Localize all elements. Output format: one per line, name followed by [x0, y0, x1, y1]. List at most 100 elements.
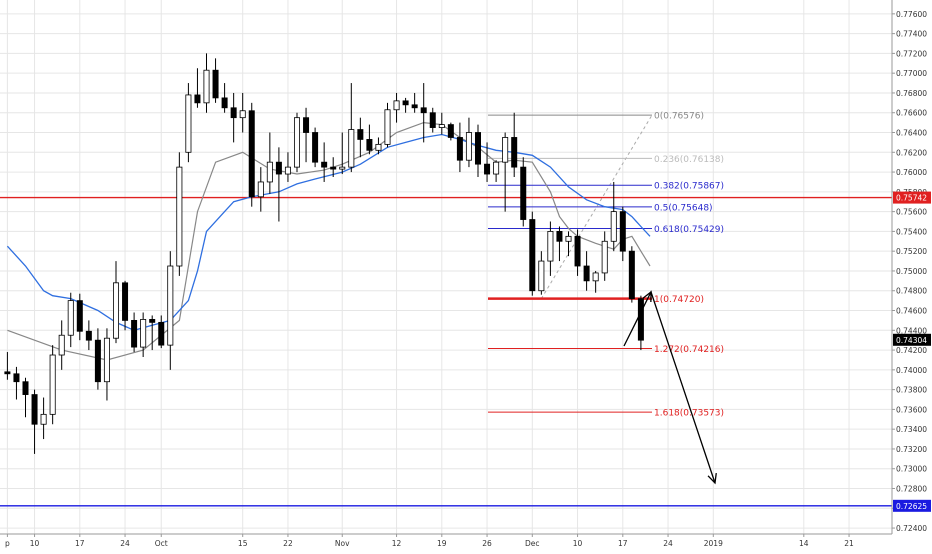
candle-bearish [520, 166, 527, 220]
price-tick-label: 0.74600 [896, 307, 927, 316]
time-tick-label: 10 [573, 539, 583, 548]
time-tick-label: 17 [75, 539, 85, 548]
time-tick-label: 21 [844, 539, 854, 548]
price-axis[interactable]: 0.77600 0.77400 0.77200 0.77000 0.76800 0.766… [891, 0, 932, 550]
candle-bearish [619, 211, 626, 252]
time-tick-label: 12 [392, 539, 402, 548]
price-tick-label: 0.73800 [896, 386, 927, 395]
fib-level-label: 1.272(0.74216) [654, 345, 724, 355]
candle-bullish [103, 337, 110, 383]
candle-bearish [402, 100, 409, 106]
ema-slow-line [6, 133, 651, 331]
price-tick-label: 0.74000 [896, 366, 927, 375]
candle-bearish [221, 97, 228, 109]
candle-bearish [484, 163, 491, 175]
candle-bullish [113, 282, 120, 339]
candle-bullish [610, 211, 617, 242]
candle-bullish [40, 413, 47, 425]
candle-bullish [339, 166, 346, 170]
price-tick-label: 0.76600 [896, 109, 927, 118]
candle-bearish [357, 129, 364, 140]
price-tick-label: 0.74800 [896, 287, 927, 296]
price-tick-label: 0.73000 [896, 465, 927, 474]
price-tick-label: 0.72400 [896, 524, 927, 533]
candle-bearish [321, 161, 328, 168]
price-tick-label: 0.73200 [896, 445, 927, 454]
price-badge-label: 0.75742 [896, 194, 927, 203]
candle-bullish [493, 161, 500, 175]
projection-path [623, 290, 716, 484]
candle-bearish [574, 235, 581, 267]
candle-bullish [58, 334, 65, 356]
candle-bearish [628, 250, 635, 300]
price-tick-label: 0.73400 [896, 425, 927, 434]
price-tick-label: 0.74200 [896, 346, 927, 355]
price-badge [893, 333, 931, 346]
price-tick-label: 0.76200 [896, 148, 927, 157]
price-tick-label: 0.77000 [896, 69, 927, 78]
candle-bullish [565, 235, 572, 242]
candle-bearish [248, 110, 255, 198]
candle-bearish [330, 166, 337, 170]
price-tick-label: 0.75400 [896, 227, 927, 236]
grid [0, 0, 892, 534]
horizontal-lines[interactable] [0, 196, 892, 507]
price-tick-label: 0.77200 [896, 49, 927, 58]
candle-bullish [176, 166, 183, 267]
candle-bullish [465, 132, 472, 161]
price-tick-label: 0.74400 [896, 326, 927, 335]
time-tick-label: Nov [335, 539, 350, 548]
time-tick-label: 22 [283, 539, 293, 548]
candle-bearish [275, 161, 282, 175]
time-axis[interactable]: p 10 17 24 Oct 15 22 Nov 12 19 26 Dec 10 17 24 2019 14 21 [0, 533, 932, 550]
time-tick-label: Dec [525, 539, 540, 548]
candle-bearish [76, 300, 83, 332]
candle-bullish [601, 240, 608, 274]
price-tick-label: 0.77600 [896, 10, 927, 19]
fib-level-label: 0.382(0.75867) [654, 182, 724, 192]
projection-arrows[interactable] [623, 290, 717, 485]
price-tick-label: 0.77400 [896, 30, 927, 39]
candle-bearish [194, 94, 201, 104]
time-tick-label: 17 [618, 539, 628, 548]
candle-bullish [538, 260, 545, 292]
fibonacci-retracement[interactable]: 0(0.76576) 0.236(0.76138) 0.382(0.75867) 0.… [488, 112, 724, 419]
candle-bearish [511, 137, 518, 168]
candle-bearish [94, 339, 101, 383]
time-axis-bg [0, 534, 932, 550]
candle-bearish [312, 132, 319, 163]
candle-bearish [122, 282, 129, 321]
time-tick-label: 19 [437, 539, 447, 548]
candle-bearish [583, 265, 590, 282]
price-tick-label: 0.76800 [896, 89, 927, 98]
time-tick-label: 10 [30, 539, 40, 548]
candle-bearish [303, 117, 310, 133]
candle-bearish [429, 112, 436, 128]
candle-bullish [384, 109, 391, 145]
candle-bullish [502, 137, 509, 163]
candle-bullish [185, 94, 192, 153]
price-tick-label: 0.75000 [896, 267, 927, 276]
time-tick-label: 24 [663, 539, 673, 548]
candle-bearish [212, 69, 219, 99]
time-tick-label: 14 [799, 539, 809, 548]
candle-bullish [67, 300, 74, 336]
candle-bearish [456, 137, 463, 161]
fib-level-label: 0.5(0.75648) [654, 203, 713, 213]
arrow-head-down [707, 472, 717, 485]
candle-bullish [375, 143, 382, 151]
candle-bullish [284, 166, 291, 175]
price-tick-label: 0.76400 [896, 129, 927, 138]
candle-bullish [257, 181, 264, 198]
candle-bearish [13, 373, 20, 383]
candle-bearish [85, 330, 92, 341]
candle-bullish [167, 265, 174, 346]
price-tick-label: 0.75200 [896, 247, 927, 256]
candle-bearish [556, 230, 563, 242]
time-tick-label: 24 [120, 539, 130, 548]
price-axis-bg [892, 0, 932, 550]
candle-bearish [22, 381, 29, 395]
candle-bearish [420, 107, 427, 114]
